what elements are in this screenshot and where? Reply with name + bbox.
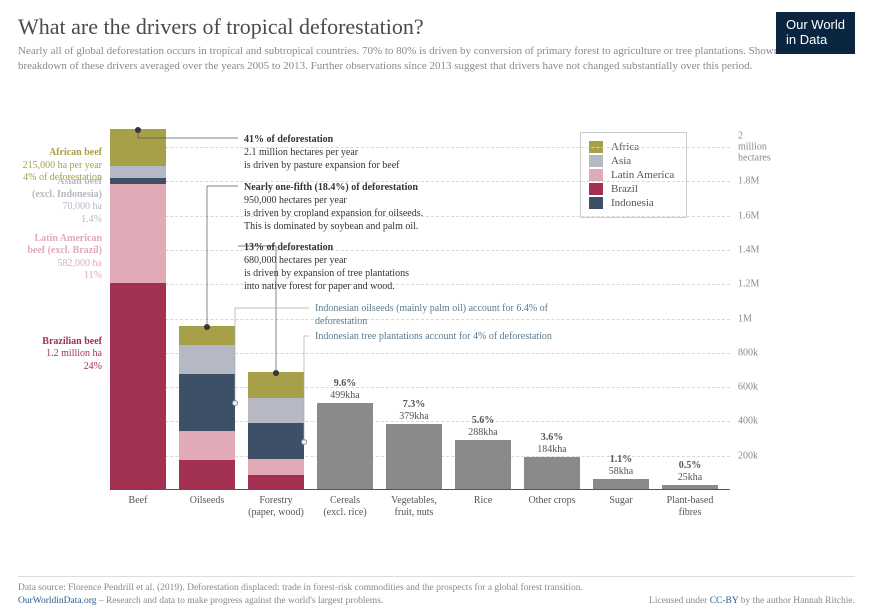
x-category-label: Oilseeds bbox=[172, 495, 242, 507]
segment-asia bbox=[179, 345, 235, 374]
author: by the author Hannah Ritchie. bbox=[738, 596, 855, 606]
y-axis-label: 2 million hectares bbox=[738, 131, 771, 164]
bar-cereals bbox=[317, 403, 373, 489]
segment-asia bbox=[110, 166, 166, 178]
annotation-open-dot bbox=[301, 439, 307, 445]
y-axis-label: 200k bbox=[738, 450, 758, 461]
y-axis-label: 1.2M bbox=[738, 279, 759, 290]
bar-forestry bbox=[248, 372, 304, 489]
chart-area: 200k 400k 600k 800k 1M 1.2M 1.4M 1.6M 1.8M 2 mill… bbox=[110, 130, 790, 520]
owid-link[interactable]: OurWorldinData.org bbox=[18, 596, 96, 606]
x-category-label: Forestry(paper, wood) bbox=[241, 495, 311, 518]
annotation-open-dot bbox=[232, 400, 238, 406]
segment-brazil bbox=[248, 475, 304, 489]
bar-oilseeds bbox=[179, 326, 235, 489]
segment-latam bbox=[179, 431, 235, 460]
gridline bbox=[110, 284, 730, 285]
y-axis-label: 600k bbox=[738, 382, 758, 393]
gridline bbox=[110, 250, 730, 251]
bar-fill bbox=[317, 403, 373, 489]
x-category-label: Sugar bbox=[586, 495, 656, 507]
bar-fill bbox=[455, 440, 511, 489]
owid-logo: Our World in Data bbox=[776, 12, 855, 54]
annotation: Nearly one-fifth (18.4%) of deforestatio… bbox=[244, 181, 423, 233]
bar-value-label: 5.6%288kha bbox=[448, 415, 518, 439]
bar-fill bbox=[386, 424, 442, 489]
chart-subtitle: Nearly all of global deforestation occur… bbox=[18, 44, 855, 74]
tagline: – Research and data to make progress aga… bbox=[96, 596, 383, 606]
bar-other-crops bbox=[524, 457, 580, 489]
bar-rice bbox=[455, 440, 511, 489]
segment-brazil bbox=[110, 283, 166, 489]
bar-value-label: 0.5%25kha bbox=[655, 460, 725, 484]
beef-region-label: Asian beef(excl. Indonesia)70,000 ha1.4% bbox=[2, 176, 102, 226]
x-category-label: Plant-basedfibres bbox=[655, 495, 725, 518]
license-link[interactable]: CC-BY bbox=[710, 596, 739, 606]
bar-value-label: 7.3%379kha bbox=[379, 399, 449, 423]
footer: Data source: Florence Pendrill et al. (2… bbox=[18, 576, 855, 608]
side-annotation: Indonesian tree plantations account for … bbox=[315, 330, 575, 343]
bar-value-label: 1.1%58kha bbox=[586, 454, 656, 478]
y-axis-label: 1.8M bbox=[738, 176, 759, 187]
segment-indonesia bbox=[110, 178, 166, 184]
bar-beef bbox=[110, 129, 166, 489]
annotation: 13% of deforestation680,000 hectares per… bbox=[244, 241, 409, 293]
bar-sugar bbox=[593, 479, 649, 489]
segment-indonesia bbox=[248, 423, 304, 459]
bar-vegetables- bbox=[386, 424, 442, 489]
data-source: Data source: Florence Pendrill et al. (2… bbox=[18, 582, 855, 595]
x-category-label: Rice bbox=[448, 495, 518, 507]
x-category-label: Other crops bbox=[517, 495, 587, 507]
chart-title: What are the drivers of tropical defores… bbox=[18, 14, 855, 40]
side-annotation: Indonesian oilseeds (mainly palm oil) ac… bbox=[315, 302, 575, 328]
segment-asia bbox=[248, 398, 304, 423]
bar-fill bbox=[593, 479, 649, 489]
x-category-label: Beef bbox=[103, 495, 173, 507]
y-axis-label: 400k bbox=[738, 416, 758, 427]
logo-line1: Our World bbox=[786, 18, 845, 33]
segment-indonesia bbox=[179, 374, 235, 431]
segment-africa bbox=[110, 129, 166, 166]
beef-region-label: Latin Americanbeef (excl. Brazil)582,000… bbox=[2, 233, 102, 283]
annotation-dot bbox=[135, 127, 141, 133]
bar-fill bbox=[524, 457, 580, 489]
segment-latam bbox=[110, 184, 166, 284]
x-category-label: Vegetables,fruit, nuts bbox=[379, 495, 449, 518]
bar-value-label: 9.6%499kha bbox=[310, 378, 380, 402]
x-category-label: Cereals(excl. rice) bbox=[310, 495, 380, 518]
license-pre: Licensed under bbox=[649, 596, 710, 606]
y-axis-label: 1.4M bbox=[738, 245, 759, 256]
bar-value-label: 3.6%184kha bbox=[517, 432, 587, 456]
y-axis-label: 1.6M bbox=[738, 210, 759, 221]
annotation: 41% of deforestation2.1 million hectares… bbox=[244, 133, 400, 172]
segment-africa bbox=[248, 372, 304, 398]
bar-fill bbox=[662, 485, 718, 489]
y-axis-label: 800k bbox=[738, 347, 758, 358]
logo-line2: in Data bbox=[786, 33, 845, 48]
gridline bbox=[110, 147, 730, 148]
beef-region-label: Brazilian beef1.2 million ha24% bbox=[2, 336, 102, 374]
bar-plant-based bbox=[662, 485, 718, 489]
segment-brazil bbox=[179, 460, 235, 489]
y-axis-label: 1M bbox=[738, 313, 752, 324]
segment-latam bbox=[248, 459, 304, 475]
